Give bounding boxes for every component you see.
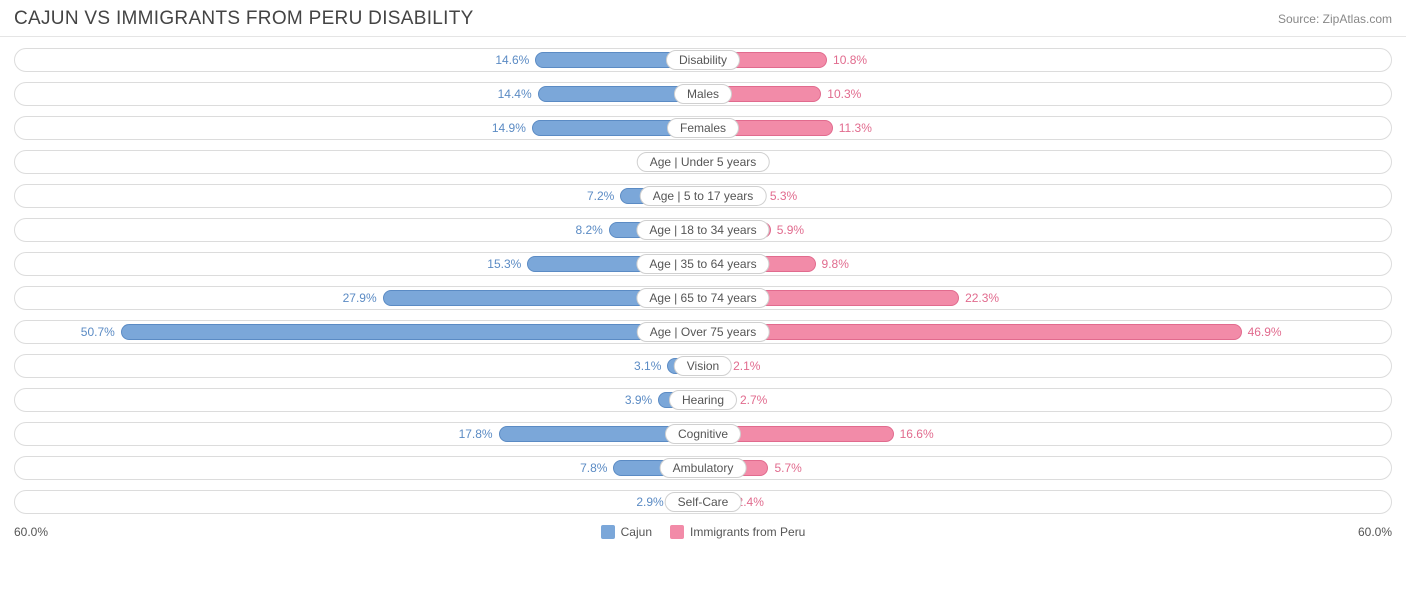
value-peru: 5.3%	[770, 188, 797, 204]
chart-row: 3.1% 2.1%Vision	[14, 351, 1392, 381]
row-label: Ambulatory	[660, 458, 747, 478]
axis-left-max: 60.0%	[14, 525, 48, 539]
value-cajun: 17.8%	[459, 426, 493, 442]
chart-row: 1.6%1.2%Age | Under 5 years	[14, 147, 1392, 177]
chart-row: 7.2% 5.3%Age | 5 to 17 years	[14, 181, 1392, 211]
legend-item-peru: Immigrants from Peru	[670, 525, 805, 539]
legend-swatch-peru	[670, 525, 684, 539]
row-label: Disability	[666, 50, 740, 70]
chart-row: 27.9% 22.3% Age | 65 to 74 years	[14, 283, 1392, 313]
value-cajun: 14.4%	[498, 86, 532, 102]
chart-row: 15.3% 9.8% Age | 35 to 64 years	[14, 249, 1392, 279]
value-peru: 9.8%	[822, 256, 849, 272]
value-cajun: 14.6%	[495, 52, 529, 68]
value-cajun: 14.9%	[492, 120, 526, 136]
row-label: Females	[667, 118, 739, 138]
row-label: Age | 5 to 17 years	[640, 186, 767, 206]
value-peru: 16.6%	[900, 426, 934, 442]
bar-peru	[703, 324, 1242, 340]
value-cajun: 15.3%	[487, 256, 521, 272]
chart-row: 3.9% 2.7%Hearing	[14, 385, 1392, 415]
axis-right-max: 60.0%	[1358, 525, 1392, 539]
chart-source: Source: ZipAtlas.com	[1278, 12, 1392, 26]
row-label: Self-Care	[665, 492, 742, 512]
value-cajun: 7.2%	[587, 188, 614, 204]
chart-header: CAJUN VS IMMIGRANTS FROM PERU DISABILITY…	[0, 0, 1406, 37]
chart-row: 7.8% 5.7% Ambulatory	[14, 453, 1392, 483]
row-label: Age | Under 5 years	[637, 152, 770, 172]
row-label: Age | 65 to 74 years	[636, 288, 769, 308]
chart-area: 14.6% 10.8% Disability 14.4% 10.3% Males 14.9%…	[0, 37, 1406, 525]
row-label: Age | 35 to 64 years	[636, 254, 769, 274]
value-cajun: 8.2%	[575, 222, 602, 238]
value-peru: 2.1%	[733, 358, 760, 374]
row-label: Vision	[674, 356, 732, 376]
value-cajun: 3.9%	[625, 392, 652, 408]
legend-label-cajun: Cajun	[621, 525, 652, 539]
value-cajun: 3.1%	[634, 358, 661, 374]
chart-row: 14.4% 10.3% Males	[14, 79, 1392, 109]
value-cajun: 2.9%	[636, 494, 663, 510]
value-peru: 22.3%	[965, 290, 999, 306]
value-peru: 5.7%	[774, 460, 801, 476]
legend: Cajun Immigrants from Peru	[601, 525, 806, 539]
chart-footer: 60.0% Cajun Immigrants from Peru 60.0%	[0, 525, 1406, 543]
row-label: Males	[674, 84, 732, 104]
value-peru: 5.9%	[777, 222, 804, 238]
chart-row: 8.2% 5.9% Age | 18 to 34 years	[14, 215, 1392, 245]
value-cajun: 50.7%	[81, 324, 115, 340]
chart-row: 14.9% 11.3% Females	[14, 113, 1392, 143]
chart-title: CAJUN VS IMMIGRANTS FROM PERU DISABILITY	[14, 8, 474, 30]
chart-row: 14.6% 10.8% Disability	[14, 45, 1392, 75]
row-label: Age | 18 to 34 years	[636, 220, 769, 240]
row-label: Cognitive	[665, 424, 741, 444]
chart-row: 50.7% 46.9% Age | Over 75 years	[14, 317, 1392, 347]
legend-swatch-cajun	[601, 525, 615, 539]
row-label: Age | Over 75 years	[637, 322, 770, 342]
value-peru: 10.8%	[833, 52, 867, 68]
value-peru: 46.9%	[1248, 324, 1282, 340]
value-cajun: 7.8%	[580, 460, 607, 476]
value-peru: 10.3%	[827, 86, 861, 102]
chart-row: 2.9%2.4%Self-Care	[14, 487, 1392, 517]
legend-label-peru: Immigrants from Peru	[690, 525, 805, 539]
value-peru: 2.7%	[740, 392, 767, 408]
row-label: Hearing	[669, 390, 737, 410]
bar-cajun	[121, 324, 703, 340]
legend-item-cajun: Cajun	[601, 525, 652, 539]
value-cajun: 27.9%	[343, 290, 377, 306]
chart-row: 17.8% 16.6% Cognitive	[14, 419, 1392, 449]
value-peru: 11.3%	[839, 120, 872, 136]
